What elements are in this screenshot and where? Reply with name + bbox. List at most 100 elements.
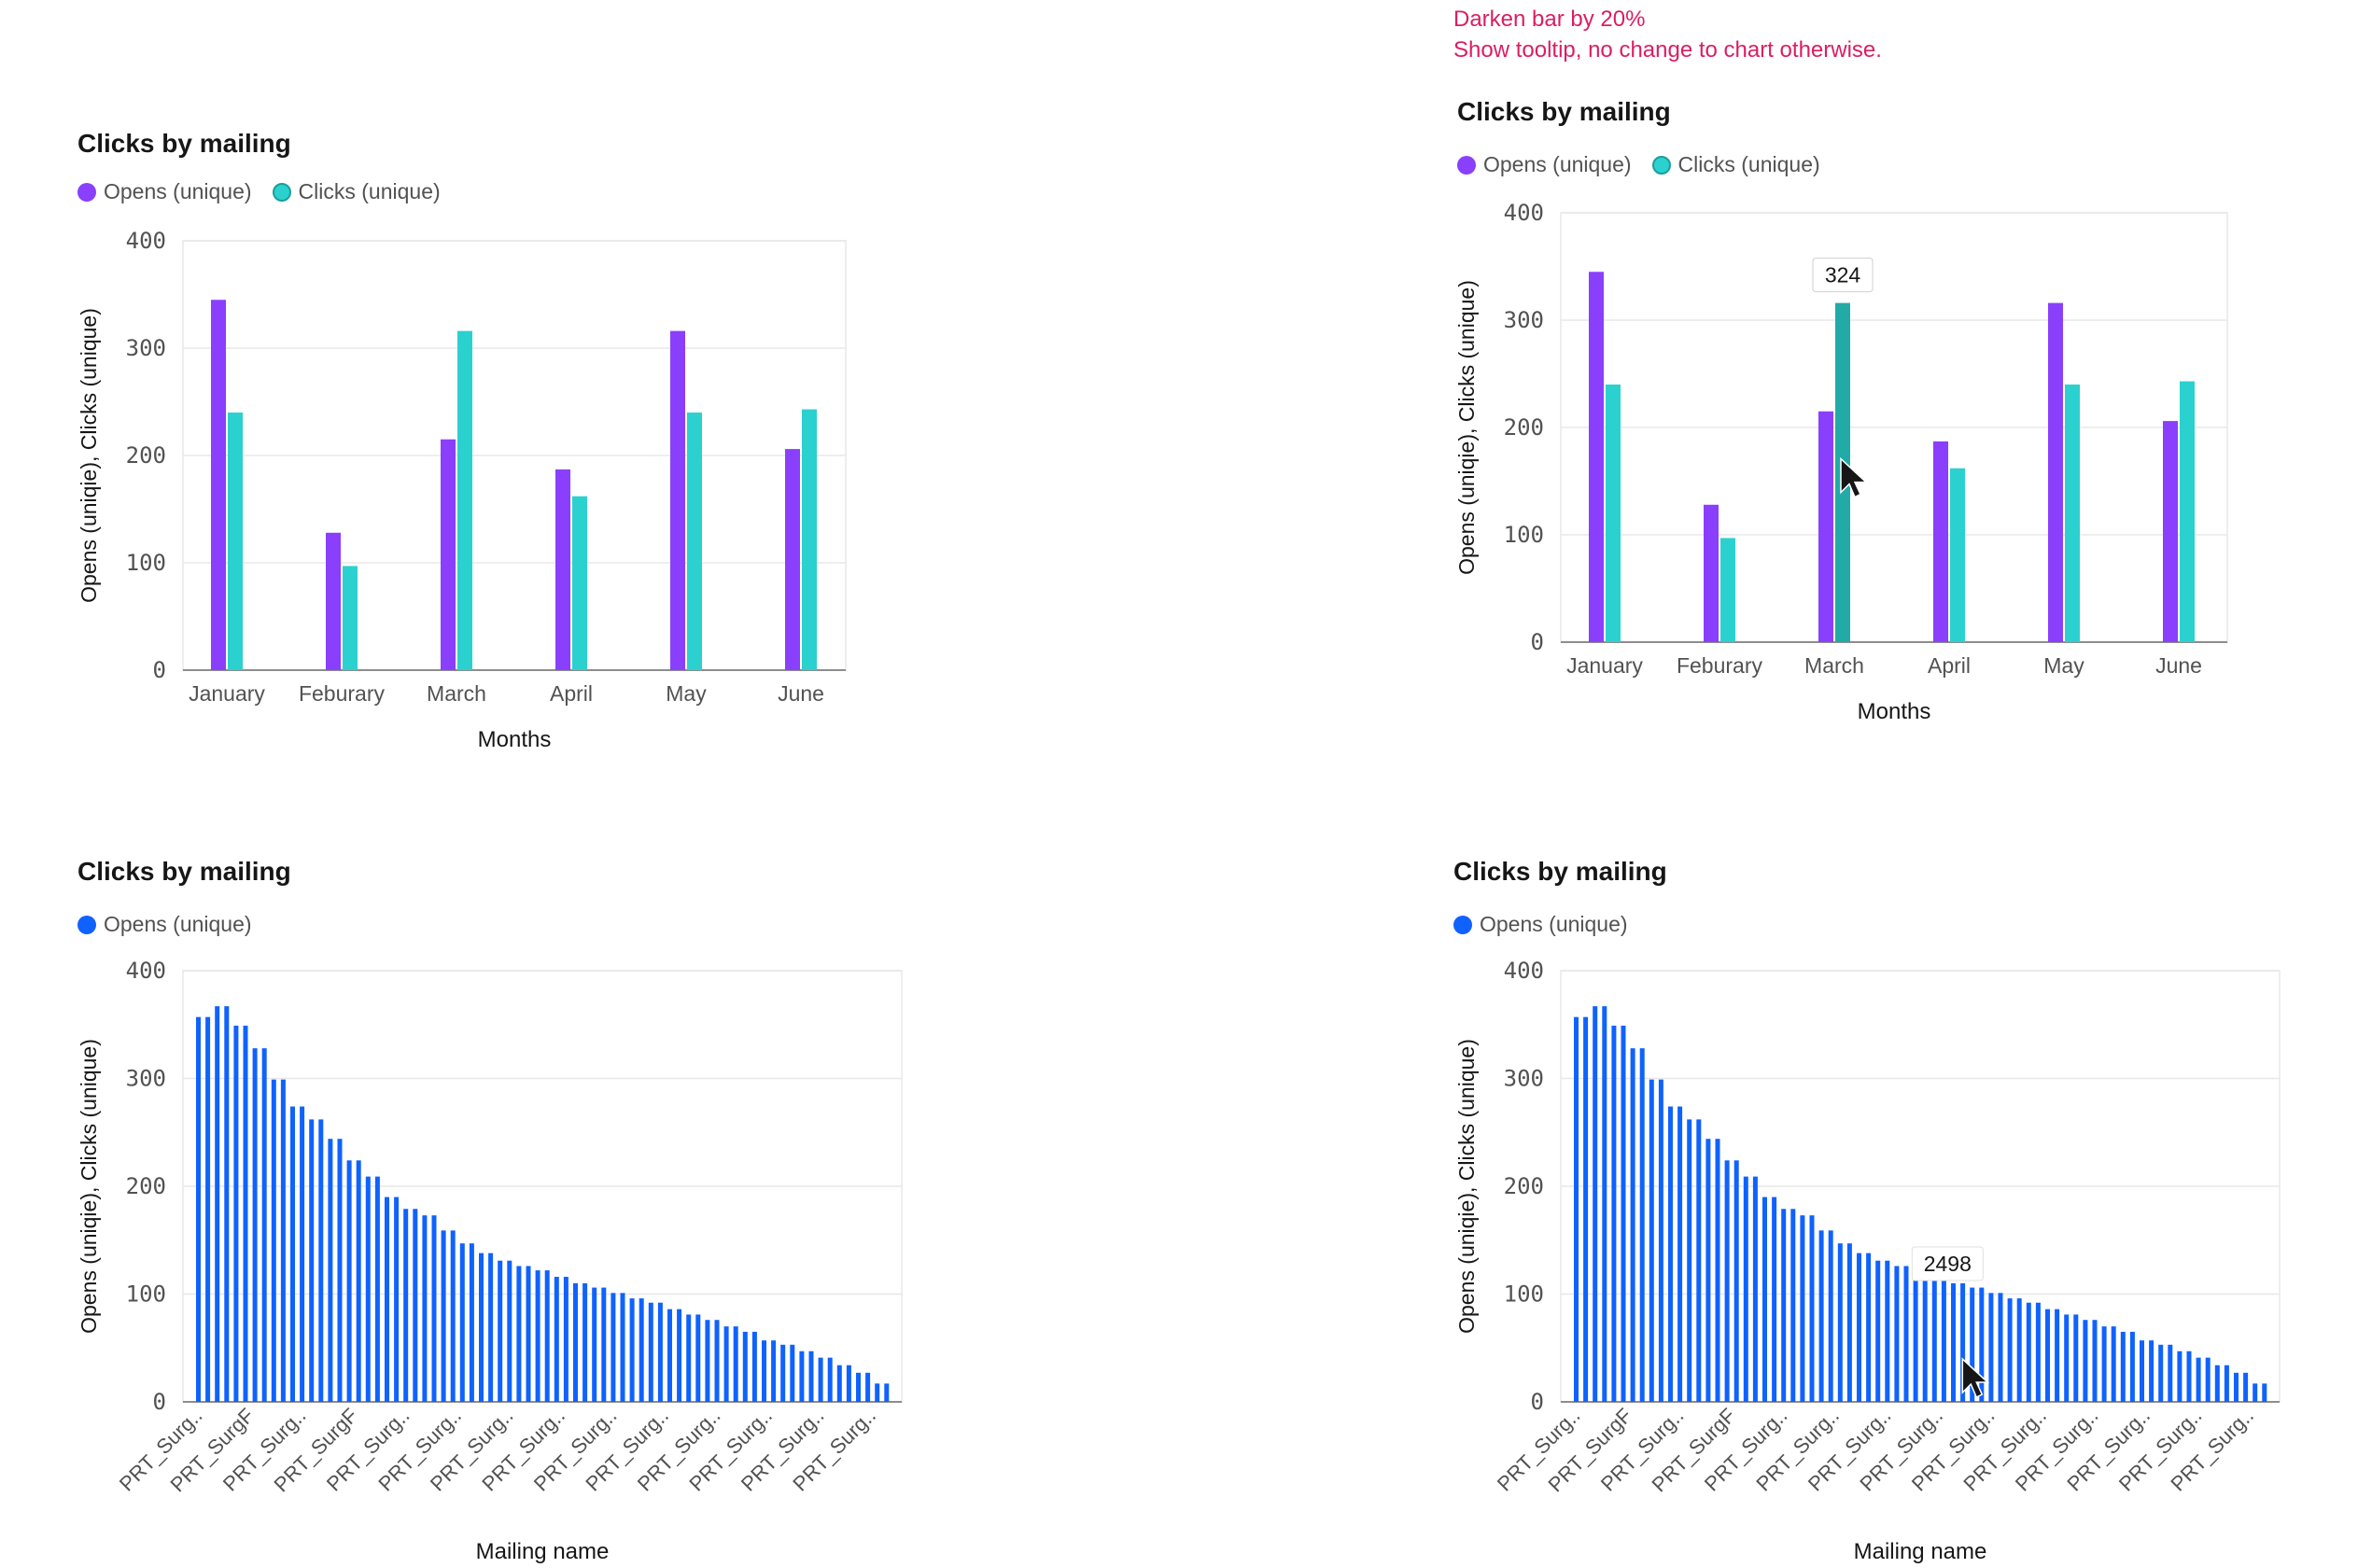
chart-4-bar-mailing-58[interactable]	[2111, 1326, 2116, 1402]
chart-1-bar-clicks-feburary[interactable]	[343, 566, 358, 670]
chart-4-bar-mailing-18[interactable]	[1733, 1160, 1739, 1402]
chart-3-bar-mailing-55[interactable]	[705, 1320, 710, 1402]
chart-2-bar-opens-june[interactable]	[2163, 421, 2178, 642]
chart-4-bar-mailing-35[interactable]	[1894, 1266, 1900, 1402]
legend-item-opens[interactable]: Opens (unique)	[1453, 912, 1628, 937]
chart-4-bar-mailing-15[interactable]	[1705, 1139, 1711, 1402]
chart-4-bar-mailing-24[interactable]	[1790, 1209, 1796, 1402]
chart-4-bar-mailing-64[interactable]	[2168, 1344, 2173, 1402]
chart-4-bar-mailing-33[interactable]	[1875, 1260, 1881, 1402]
chart-3-bar-mailing-8[interactable]	[261, 1048, 267, 1402]
chart-4-bar-mailing-1[interactable]	[1574, 1016, 1579, 1402]
chart-1-bar-clicks-june[interactable]	[802, 409, 817, 670]
chart-3-bar-mailing-50[interactable]	[657, 1302, 663, 1402]
chart-4-bar-mailing-69[interactable]	[2214, 1365, 2220, 1402]
chart-4-bar-mailing-34[interactable]	[1885, 1260, 1890, 1402]
chart-3-bar-mailing-69[interactable]	[836, 1365, 842, 1402]
chart-3-bar-mailing-10[interactable]	[280, 1079, 286, 1402]
chart-4-bar-mailing-31[interactable]	[1857, 1253, 1861, 1402]
chart-4-bar-mailing-71[interactable]	[2234, 1372, 2239, 1402]
chart-3-bar-mailing-13[interactable]	[309, 1119, 315, 1402]
chart-4-bar-mailing-46[interactable]	[1998, 1293, 2003, 1402]
chart-4-bar-mailing-11[interactable]	[1668, 1106, 1673, 1402]
chart-3-bar-mailing-6[interactable]	[243, 1025, 248, 1402]
chart-4-bar-mailing-16[interactable]	[1715, 1139, 1720, 1402]
chart-3-bar-mailing-43[interactable]	[592, 1287, 597, 1402]
chart-3-bar-mailing-25[interactable]	[422, 1215, 428, 1402]
chart-4-bar-mailing-47[interactable]	[2007, 1298, 2013, 1402]
legend-item-clicks[interactable]: Clicks (unique)	[1651, 152, 1820, 177]
chart-3-bar-mailing-20[interactable]	[374, 1176, 380, 1402]
chart-3-bar-mailing-3[interactable]	[215, 1006, 220, 1402]
chart-4-bar-mailing-7[interactable]	[1630, 1048, 1635, 1402]
chart-4-bar-mailing-12[interactable]	[1677, 1106, 1683, 1402]
chart-4-bar-mailing-28[interactable]	[1828, 1230, 1833, 1402]
chart-3-bar-mailing-2[interactable]	[205, 1016, 211, 1402]
chart-4-bar-mailing-37[interactable]	[1913, 1270, 1918, 1402]
chart-4-bar-mailing-36[interactable]	[1903, 1266, 1909, 1402]
chart-3-bar-mailing-72[interactable]	[865, 1372, 871, 1402]
chart-3-bar-mailing-7[interactable]	[252, 1048, 258, 1402]
chart-3-bar-mailing-11[interactable]	[290, 1106, 295, 1402]
chart-1-bar-clicks-april[interactable]	[572, 496, 587, 670]
chart-3-bar-mailing-16[interactable]	[337, 1139, 343, 1402]
chart-1-bar-clicks-may[interactable]	[687, 413, 702, 670]
chart-2-bar-clicks-january[interactable]	[1606, 385, 1621, 642]
chart-3-bar-mailing-71[interactable]	[856, 1372, 861, 1402]
chart-3-bar-mailing-41[interactable]	[573, 1282, 578, 1402]
chart-3-bar-mailing-46[interactable]	[620, 1293, 625, 1402]
chart-4-bar-mailing-22[interactable]	[1772, 1197, 1777, 1402]
chart-4-bar-mailing-21[interactable]	[1762, 1197, 1767, 1402]
chart-3-bar-mailing-26[interactable]	[431, 1215, 437, 1402]
chart-2-bar-opens-march[interactable]	[1818, 411, 1833, 642]
chart-4-bar-mailing-50[interactable]	[2035, 1302, 2041, 1402]
chart-1-bar-opens-feburary[interactable]	[326, 532, 341, 670]
chart-3-bar-mailing-45[interactable]	[611, 1293, 616, 1402]
legend-item-clicks[interactable]: Clicks (unique)	[272, 179, 441, 204]
chart-4-bar-mailing-19[interactable]	[1743, 1176, 1748, 1402]
chart-4-bar-mailing-45[interactable]	[1988, 1293, 1994, 1402]
chart-4-bar-mailing-55[interactable]	[2083, 1320, 2088, 1402]
chart-2-bar-clicks-feburary[interactable]	[1720, 538, 1735, 642]
chart-4-bar-mailing-60[interactable]	[2129, 1331, 2135, 1402]
chart-3-bar-mailing-14[interactable]	[318, 1119, 324, 1402]
chart-2-bar-opens-april[interactable]	[1933, 441, 1948, 642]
chart-4-bar-mailing-3[interactable]	[1593, 1006, 1598, 1402]
chart-4-bar-mailing-25[interactable]	[1800, 1215, 1805, 1402]
chart-4-bar-mailing-17[interactable]	[1724, 1160, 1730, 1402]
chart-1-bar-opens-april[interactable]	[555, 469, 570, 670]
chart-4-bar-mailing-72[interactable]	[2243, 1372, 2249, 1402]
chart-4-bar-mailing-63[interactable]	[2158, 1344, 2164, 1402]
chart-4-bar-mailing-13[interactable]	[1687, 1119, 1692, 1402]
legend-item-opens[interactable]: Opens (unique)	[1457, 152, 1632, 177]
chart-4-bar-mailing-42[interactable]	[1960, 1282, 1966, 1402]
chart-3-bar-mailing-61[interactable]	[762, 1340, 766, 1402]
chart-3-bar-mailing-53[interactable]	[686, 1314, 692, 1402]
chart-4-bar-mailing-30[interactable]	[1846, 1243, 1852, 1402]
chart-3-bar-mailing-38[interactable]	[544, 1270, 550, 1402]
chart-3-bar-mailing-30[interactable]	[469, 1243, 474, 1402]
chart-4-bar-mailing-51[interactable]	[2045, 1309, 2050, 1402]
chart-1-bar-opens-june[interactable]	[785, 449, 800, 670]
chart-1-bar-clicks-january[interactable]	[228, 413, 243, 670]
legend-item-opens[interactable]: Opens (unique)	[77, 179, 252, 204]
chart-3-bar-mailing-24[interactable]	[413, 1209, 418, 1402]
chart-4-bar-mailing-59[interactable]	[2120, 1331, 2126, 1402]
chart-3-bar-mailing-73[interactable]	[875, 1383, 880, 1402]
chart-1-bar-opens-march[interactable]	[441, 439, 456, 670]
chart-4-bar-mailing-2[interactable]	[1583, 1016, 1589, 1402]
chart-4-bar-mailing-66[interactable]	[2186, 1351, 2192, 1402]
chart-4-bar-mailing-70[interactable]	[2224, 1365, 2229, 1402]
chart-3-bar-mailing-22[interactable]	[394, 1197, 400, 1402]
chart-4-bar-mailing-23[interactable]	[1781, 1209, 1787, 1402]
chart-3-bar-mailing-60[interactable]	[751, 1331, 757, 1402]
chart-4-bar-mailing-57[interactable]	[2101, 1326, 2107, 1402]
chart-2-bar-opens-feburary[interactable]	[1704, 504, 1719, 642]
chart-3-bar-mailing-9[interactable]	[271, 1079, 276, 1402]
chart-4-bar-mailing-8[interactable]	[1639, 1048, 1645, 1402]
chart-3-bar-mailing-66[interactable]	[808, 1351, 814, 1402]
chart-3-bar-mailing-12[interactable]	[300, 1106, 305, 1402]
chart-3-bar-mailing-57[interactable]	[723, 1326, 729, 1402]
chart-4-bar-mailing-6[interactable]	[1621, 1025, 1626, 1402]
chart-4-bar-mailing-14[interactable]	[1696, 1119, 1702, 1402]
